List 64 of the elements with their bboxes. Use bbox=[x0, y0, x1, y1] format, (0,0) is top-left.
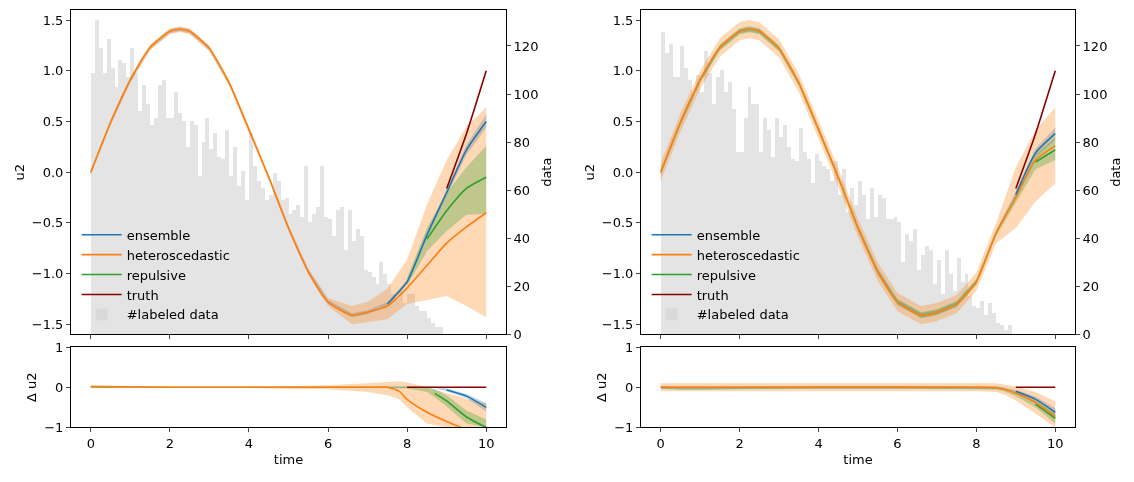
y2-axis-title: data bbox=[539, 157, 555, 187]
legend-label: ensemble bbox=[696, 227, 761, 243]
y2-tick-label: 60 bbox=[1082, 182, 1100, 198]
y2-tick-label: 60 bbox=[513, 182, 531, 198]
y-tick-label: −1.5 bbox=[31, 316, 64, 332]
y-tick-label: −1.5 bbox=[601, 316, 634, 332]
y2-tick-label: 80 bbox=[513, 134, 531, 150]
y-tick-label: 0.0 bbox=[42, 164, 64, 180]
y2-tick-label: 40 bbox=[513, 230, 531, 246]
legend-label: truth bbox=[696, 287, 729, 303]
x-tick-label: 2 bbox=[735, 436, 744, 452]
legend-label: repulsive bbox=[696, 267, 756, 283]
y2-tick-label: 120 bbox=[1082, 38, 1108, 54]
x-tick-label: 0 bbox=[86, 436, 95, 452]
y2-axis-title: data bbox=[1108, 157, 1124, 187]
y-tick-label: 1 bbox=[55, 339, 64, 355]
y-axis-title: Δ u2 bbox=[24, 372, 40, 403]
legend-label: #labeled data bbox=[126, 307, 219, 323]
y-tick-label: 0.0 bbox=[612, 164, 634, 180]
x-tick-label: 8 bbox=[972, 436, 981, 452]
y-axis-title: u2 bbox=[581, 163, 597, 181]
x-tick-label: 4 bbox=[814, 436, 823, 452]
y-tick-label: 0 bbox=[625, 379, 634, 395]
y-tick-label: −1.0 bbox=[31, 266, 64, 282]
y-tick-label: −0.5 bbox=[31, 215, 64, 231]
x-tick-label: 2 bbox=[165, 436, 174, 452]
x-tick-label: 6 bbox=[893, 436, 902, 452]
y-tick-label: 1 bbox=[625, 339, 634, 355]
y-tick-label: 1.5 bbox=[612, 12, 634, 28]
y-tick-label: 0.5 bbox=[612, 114, 634, 130]
y2-tick-label: 0 bbox=[1082, 327, 1091, 343]
x-tick-label: 0 bbox=[656, 436, 665, 452]
y2-tick-label: 120 bbox=[513, 38, 539, 54]
y-tick-label: 1.0 bbox=[612, 63, 634, 79]
y2-tick-label: 40 bbox=[1082, 230, 1100, 246]
x-axis-title: time bbox=[273, 451, 304, 467]
x-tick-label: 6 bbox=[323, 436, 333, 452]
y-tick-label: −1 bbox=[44, 420, 64, 436]
x-tick-label: 10 bbox=[477, 436, 495, 452]
x-tick-label: 8 bbox=[403, 436, 412, 452]
y2-tick-label: 20 bbox=[1082, 278, 1100, 294]
legend-label: heteroscedastic bbox=[696, 247, 800, 263]
x-axis-title: time bbox=[843, 451, 873, 467]
y-tick-label: −1.0 bbox=[601, 266, 634, 282]
y2-tick-label: 80 bbox=[1082, 134, 1100, 150]
y-tick-label: −0.5 bbox=[601, 215, 634, 231]
legend-label: ensemble bbox=[126, 227, 191, 243]
legend-label: heteroscedastic bbox=[126, 247, 230, 263]
y2-tick-label: 100 bbox=[1082, 86, 1108, 102]
legend-label: truth bbox=[126, 287, 159, 303]
x-tick-label: 10 bbox=[1047, 436, 1064, 452]
y-axis-title: Δ u2 bbox=[594, 372, 610, 403]
legend-label: #labeled data bbox=[696, 307, 789, 323]
y-tick-label: 0 bbox=[55, 379, 64, 395]
y-tick-label: −1 bbox=[614, 420, 634, 436]
y-tick-label: 1.5 bbox=[42, 12, 64, 28]
y2-tick-label: 100 bbox=[513, 86, 539, 102]
y-axis-title: u2 bbox=[11, 163, 27, 181]
legend-label: repulsive bbox=[126, 267, 186, 283]
x-tick-label: 4 bbox=[244, 436, 254, 452]
y-tick-label: 1.0 bbox=[42, 63, 64, 79]
y2-tick-label: 0 bbox=[513, 327, 522, 343]
y2-tick-label: 20 bbox=[513, 278, 531, 294]
y-tick-label: 0.5 bbox=[42, 114, 64, 130]
